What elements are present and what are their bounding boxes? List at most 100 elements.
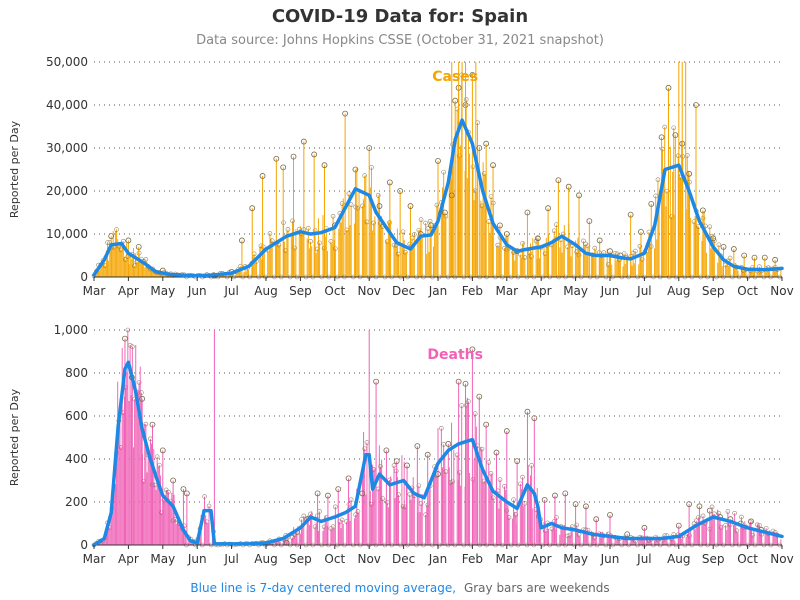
peak-point	[586, 218, 593, 225]
peak-point	[562, 490, 569, 497]
x-tick-label: Aug	[254, 284, 277, 298]
daily-point	[459, 403, 464, 408]
peak-point	[555, 177, 562, 184]
daily-point	[754, 522, 760, 528]
daily-point	[267, 231, 273, 236]
y-tick-label: 30,000	[46, 141, 88, 155]
daily-point	[308, 239, 313, 244]
peak-point	[483, 140, 490, 147]
x-tick-label: Oct	[737, 284, 758, 298]
peak-point	[710, 235, 717, 242]
daily-point	[479, 446, 485, 452]
x-tick-label: Jun	[600, 552, 620, 566]
peak-point	[462, 380, 469, 387]
chart-subtitle: Data source: Johns Hopkins CSSE (October…	[196, 33, 604, 48]
peak-point	[706, 507, 713, 514]
footnote: Blue line is 7-day centered moving avera…	[190, 581, 609, 595]
peak-point	[290, 153, 297, 160]
y-tick-label: 1,000	[54, 323, 88, 337]
daily-point	[513, 512, 519, 517]
x-tick-label: Mar	[83, 552, 106, 566]
x-tick-label: Feb	[462, 552, 483, 566]
daily-point	[637, 243, 643, 249]
peak-point	[108, 233, 115, 240]
x-tick-label: Nov	[357, 552, 380, 566]
panel-label: Deaths	[427, 347, 483, 363]
peak-point	[541, 496, 548, 503]
x-tick-label: Jul	[223, 284, 238, 298]
y-tick-label: 400	[65, 452, 88, 466]
peak-point	[373, 378, 379, 385]
x-tick-label: Jul	[636, 552, 651, 566]
y-tick-label: 20,000	[46, 184, 88, 198]
daily-point	[490, 495, 496, 501]
daily-point	[529, 463, 534, 468]
footnote-blue-part: Blue line is 7-day centered moving avera…	[190, 581, 456, 595]
daily-point	[763, 525, 769, 531]
daily-point	[202, 494, 207, 499]
peak-point	[572, 501, 579, 508]
x-tick-label: Jun	[600, 284, 620, 298]
x-tick-label: May	[563, 552, 588, 566]
x-tick-label: Nov	[357, 284, 380, 298]
cases-panel: 0 10,000 20,000 30,000 40,000 50,000 Mar Apr May…	[8, 55, 794, 298]
panel-label: Cases	[432, 69, 478, 85]
daily-point	[330, 214, 336, 219]
peak-point	[658, 134, 665, 141]
daily-point	[700, 513, 706, 519]
daily-point	[400, 504, 406, 509]
daily-point	[416, 483, 422, 489]
daily-point	[522, 501, 528, 506]
daily-point	[757, 522, 762, 528]
daily-point	[348, 497, 354, 502]
daily-point	[520, 474, 525, 480]
y-tick-label: 40,000	[46, 98, 88, 112]
daily-point	[391, 242, 397, 248]
daily-point	[154, 454, 160, 460]
peak-point	[149, 421, 156, 428]
daily-point	[276, 242, 282, 248]
x-tick-label: Sep	[289, 284, 312, 298]
peak-point	[720, 243, 727, 250]
daily-point	[157, 462, 162, 468]
daily-point	[371, 220, 377, 226]
peak-point	[393, 458, 400, 465]
daily-point	[529, 254, 534, 259]
daily-point	[675, 153, 681, 159]
daily-point	[443, 213, 449, 219]
daily-point	[574, 522, 580, 528]
daily-point	[716, 242, 722, 248]
daily-point	[290, 218, 295, 224]
daily-point	[339, 517, 345, 523]
peak-point	[366, 145, 373, 151]
peak-point	[524, 408, 531, 415]
daily-point	[732, 510, 737, 516]
daily-point	[418, 501, 424, 506]
daily-point	[301, 513, 307, 519]
peak-point	[321, 162, 328, 169]
peak-point	[445, 441, 452, 447]
daily-point	[633, 248, 638, 254]
peak-point	[273, 155, 280, 162]
peak-point	[693, 102, 699, 108]
peak-point	[280, 164, 287, 171]
x-tick-label: Oct	[737, 552, 758, 566]
daily-point	[734, 528, 740, 534]
daily-point	[497, 477, 503, 482]
daily-point	[486, 460, 492, 465]
daily-point	[739, 514, 744, 520]
peak-point	[596, 237, 603, 244]
daily-point	[434, 473, 440, 479]
peak-point	[476, 393, 483, 400]
daily-point	[454, 452, 460, 458]
moving-average-line	[92, 118, 784, 278]
y-tick-label: 0	[80, 538, 88, 552]
daily-point	[125, 327, 131, 333]
x-tick-label: Oct	[324, 284, 345, 298]
daily-point	[292, 245, 298, 251]
peak-point	[576, 192, 582, 199]
daily-point	[355, 509, 361, 514]
daily-point	[269, 238, 275, 244]
peak-point	[407, 203, 414, 209]
daily-point	[585, 243, 591, 249]
